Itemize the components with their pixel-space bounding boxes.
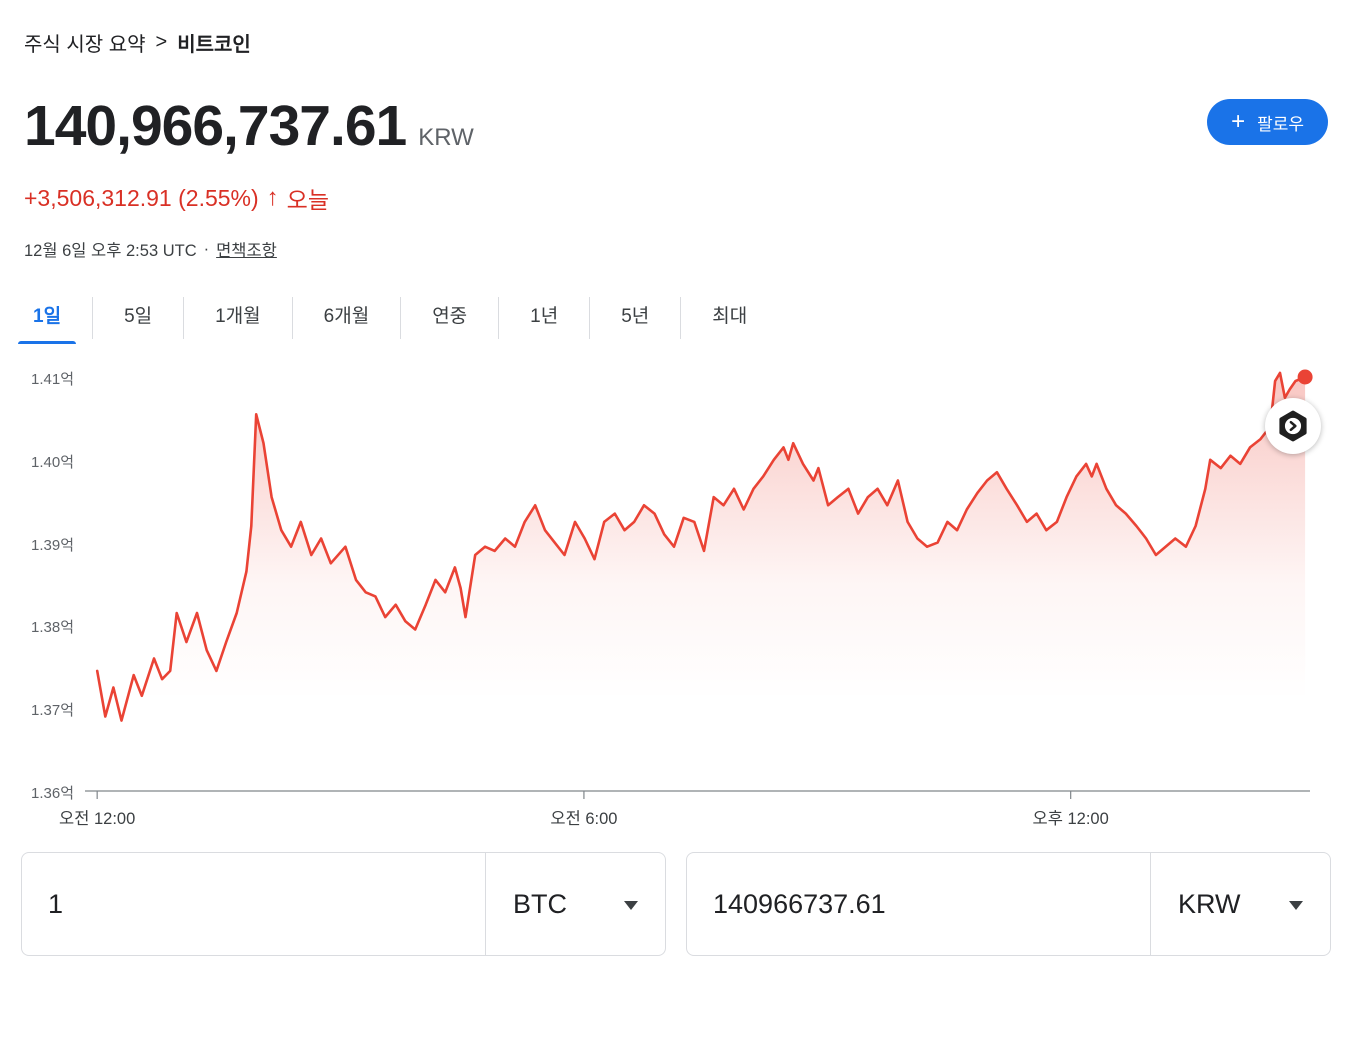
price-change: +3,506,312.91 (2.55%) ↑ 오늘 [0,181,1352,215]
tab-5d[interactable]: 5일 [124,306,153,327]
up-arrow-icon: ↑ [266,184,279,211]
change-period: 오늘 [286,187,329,213]
tab-ytd[interactable]: 연중 [432,306,468,327]
x-axis-label: 오전 12:00 [59,810,136,828]
change-amount: +3,506,312.91 (2.55%) [24,184,259,211]
y-axis-label: 1.36억 [31,785,74,802]
disclaimer-link[interactable]: 면책조항 [216,242,277,260]
plus-icon: + [1231,108,1246,135]
follow-button-label: 팔로우 [1257,114,1304,134]
hexagon-badge-icon [1279,410,1307,442]
y-axis-label: 1.37억 [31,702,74,720]
y-axis-label: 1.39억 [31,536,74,554]
y-axis-label: 1.38억 [31,619,74,637]
converter-to-currency-label: KRW [1178,888,1241,919]
x-axis-label: 오전 6:00 [550,810,618,828]
tab-divider [92,296,94,339]
price-chart-canvas[interactable] [0,358,1352,836]
overlay-extension-icon[interactable] [1265,398,1321,454]
price-currency: KRW [418,124,474,151]
price-value: 140,966,737.61 [24,94,407,158]
tab-1m[interactable]: 1개월 [215,306,261,327]
tab-5y[interactable]: 5년 [621,306,650,327]
converter-to-currency-select[interactable]: KRW [1150,853,1330,955]
tab-divider [498,296,500,339]
currency-converter: BTC KRW [0,852,1352,956]
breadcrumb-current-bitcoin: 비트코인 [177,34,251,56]
tab-max[interactable]: 최대 [712,306,748,327]
tab-6m[interactable]: 6개월 [323,306,370,327]
meta-dot: · [203,239,210,258]
tab-divider [400,296,402,339]
tab-1y[interactable]: 1년 [530,306,559,327]
breadcrumb-market-summary[interactable]: 주식 시장 요약 [24,34,146,56]
converter-to-input[interactable] [687,853,1150,955]
converter-to-box: KRW [686,852,1331,956]
chevron-down-icon [624,901,638,910]
tab-divider [680,296,682,339]
tab-divider [183,296,185,339]
price-header: 140,966,737.61 KRW + 팔로우 [0,93,1352,159]
chevron-down-icon [1289,901,1303,910]
tab-divider [589,296,591,339]
converter-from-input[interactable] [22,853,485,955]
y-axis-label: 1.40억 [31,453,74,471]
quote-meta: 12월 6일 오후 2:53 UTC · 면책조항 [0,237,1352,261]
chart-area-fill [97,372,1306,791]
last-price-dot [1297,369,1313,385]
converter-from-box: BTC [21,852,666,956]
breadcrumb: 주식 시장 요약 > 비트코인 [0,0,1352,57]
chart-price-line [95,371,1307,722]
converter-from-currency-select[interactable]: BTC [485,853,665,955]
converter-from-currency-label: BTC [513,888,567,919]
follow-button[interactable]: + 팔로우 [1207,99,1328,145]
x-axis-label: 오후 12:00 [1032,810,1109,828]
breadcrumb-separator: > [155,31,168,53]
y-axis-label: 1.41억 [31,371,74,388]
tab-1d[interactable]: 1일 [18,291,77,344]
range-tabs: 1일 5일 1개월 6개월 연중 1년 5년 최대 [0,291,1352,344]
price-chart[interactable]: 오전 12:00 오전 6:00 오후 12:00 1.41억 1.40억 1.39억 1.… [0,358,1352,836]
tab-divider [291,296,293,339]
quote-timestamp: 12월 6일 오후 2:53 UTC [24,242,197,260]
